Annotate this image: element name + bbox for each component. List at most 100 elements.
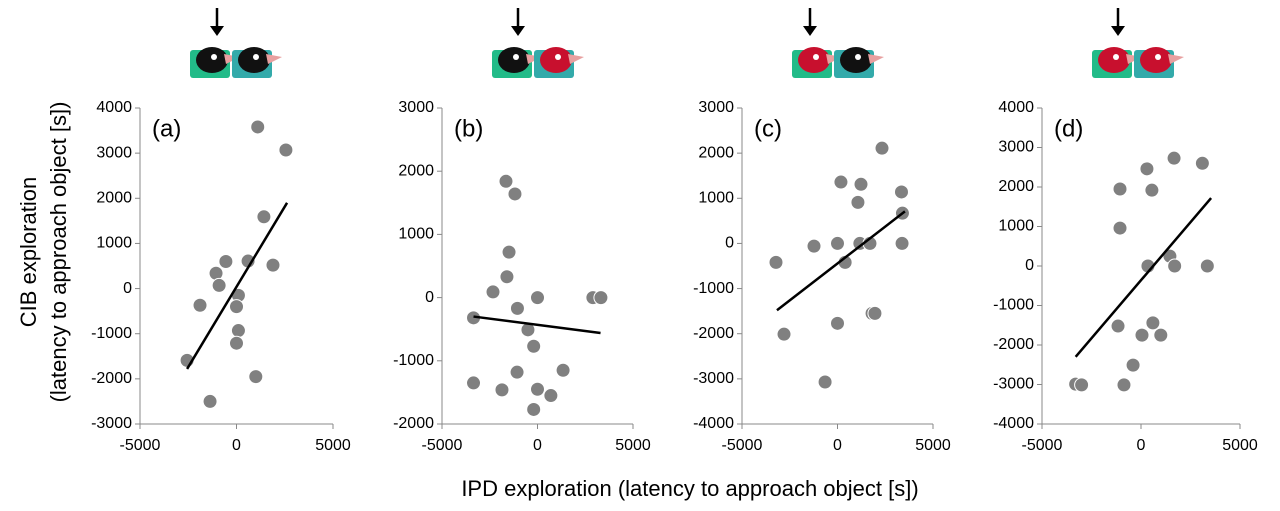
point xyxy=(509,364,525,380)
trend-line xyxy=(1074,197,1213,358)
y-tick-label: 0 xyxy=(1025,257,1034,274)
y-tick-label: -1000 xyxy=(393,352,434,369)
point xyxy=(192,297,208,313)
bird-eye xyxy=(855,54,861,60)
point xyxy=(229,335,244,351)
y-tick-label: 3000 xyxy=(698,99,734,116)
point xyxy=(776,326,792,342)
bird-head xyxy=(196,47,228,73)
point xyxy=(543,388,559,404)
arrow-head xyxy=(511,26,525,36)
trend-line xyxy=(473,315,601,335)
panel-label: (d) xyxy=(1054,115,1083,142)
x-tick-label: 5000 xyxy=(615,437,651,454)
y-tick-label: -2000 xyxy=(393,415,434,432)
x-tick-label: 5000 xyxy=(915,437,951,454)
point xyxy=(494,382,510,398)
point xyxy=(485,284,501,300)
point xyxy=(1166,150,1182,166)
y-tick-label: 1000 xyxy=(96,235,132,252)
point xyxy=(499,269,515,285)
point xyxy=(501,244,517,260)
y-tick-label: 1000 xyxy=(698,190,734,207)
point xyxy=(498,173,514,189)
x-tick-label: -5000 xyxy=(422,437,463,454)
trend-line xyxy=(186,202,289,370)
point xyxy=(593,290,609,306)
bird-eye xyxy=(1113,54,1119,60)
y-tick-label: 1000 xyxy=(398,226,434,243)
point xyxy=(894,235,910,251)
y-tick-label: -2000 xyxy=(693,325,734,342)
point xyxy=(530,290,545,306)
point xyxy=(1074,377,1090,393)
point xyxy=(867,305,883,321)
point xyxy=(202,393,218,409)
x-tick-label: 0 xyxy=(1137,437,1146,454)
panel-label: (c) xyxy=(754,115,782,142)
y-tick-label: -3000 xyxy=(91,415,132,432)
y-tick-label: -2000 xyxy=(993,336,1034,353)
point xyxy=(874,140,890,156)
point xyxy=(850,194,866,210)
x-tick-label: 0 xyxy=(833,437,842,454)
point xyxy=(526,338,542,354)
point xyxy=(830,235,845,251)
x-tick-label: -5000 xyxy=(1022,437,1063,454)
point xyxy=(265,257,281,273)
point xyxy=(526,401,542,417)
point xyxy=(893,184,909,200)
point xyxy=(806,238,822,254)
point xyxy=(208,265,224,281)
bird-head xyxy=(840,47,872,73)
x-tick-label: 0 xyxy=(533,437,542,454)
bird-eye xyxy=(211,54,217,60)
point xyxy=(1139,161,1155,177)
point xyxy=(853,176,869,192)
bird-eye xyxy=(555,54,561,60)
bird-head xyxy=(498,47,530,73)
point xyxy=(1199,258,1215,274)
point xyxy=(250,119,266,135)
point xyxy=(817,374,833,390)
point xyxy=(768,254,784,270)
point xyxy=(466,375,482,391)
point xyxy=(1110,318,1126,334)
y-tick-label: -4000 xyxy=(993,415,1034,432)
point xyxy=(211,277,227,293)
point xyxy=(1144,182,1160,198)
point xyxy=(248,369,264,385)
x-axis-label: IPD exploration (latency to approach obj… xyxy=(461,476,918,501)
bird-eye xyxy=(1155,54,1161,60)
y-tick-label: -1000 xyxy=(693,280,734,297)
arrow-head xyxy=(803,26,817,36)
point xyxy=(278,142,294,158)
bird-beak xyxy=(1168,54,1184,64)
point xyxy=(230,323,246,339)
point xyxy=(1194,155,1210,171)
y-tick-label: 0 xyxy=(123,280,132,297)
y-tick-label: 3000 xyxy=(998,139,1034,156)
y-tick-label: -3000 xyxy=(993,376,1034,393)
x-tick-label: 0 xyxy=(232,437,241,454)
y-tick-label: 0 xyxy=(725,235,734,252)
arrow-head xyxy=(210,26,224,36)
y-tick-label: 0 xyxy=(425,289,434,306)
y-tick-label: 1000 xyxy=(998,218,1034,235)
y-tick-label: -3000 xyxy=(693,370,734,387)
point xyxy=(1153,327,1169,343)
point xyxy=(1116,377,1132,393)
y-tick-label: 4000 xyxy=(998,99,1034,116)
y-tick-label: 2000 xyxy=(998,178,1034,195)
point xyxy=(1112,220,1128,236)
point xyxy=(256,209,272,225)
bird-beak xyxy=(868,54,884,64)
bird-eye xyxy=(253,54,259,60)
bird-head xyxy=(798,47,830,73)
trend-line xyxy=(776,210,906,312)
point xyxy=(1134,327,1150,343)
x-tick-label: 5000 xyxy=(315,437,351,454)
bird-head xyxy=(1140,47,1172,73)
x-tick-label: -5000 xyxy=(120,437,161,454)
